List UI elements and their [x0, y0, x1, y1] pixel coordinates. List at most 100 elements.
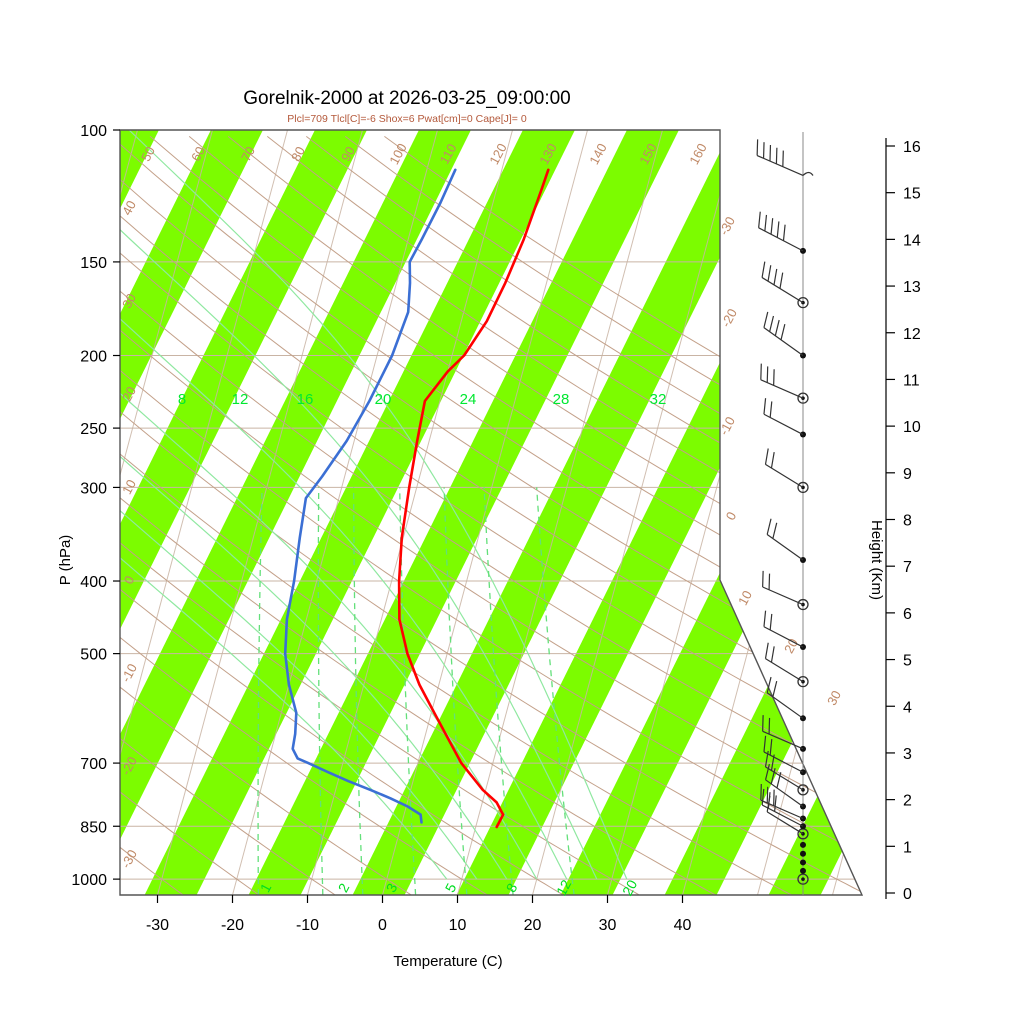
curve-temperature	[397, 168, 550, 829]
wind-barb	[800, 859, 806, 866]
dry-adiabat-label-top-60: 60	[188, 144, 208, 164]
wind-barb	[763, 610, 806, 651]
wind-barb	[756, 139, 814, 177]
temperature-tick-30: 30	[599, 917, 617, 934]
wind-barb-column	[756, 132, 814, 895]
pressure-tick-700: 700	[80, 756, 107, 773]
chart-subtitle: Plcl=709 Tlcl[C]=-6 Shox=6 Pwat[cm]=0 Ca…	[287, 113, 527, 125]
saturated-adiabat-label-28: 28	[553, 391, 570, 408]
saturated-adiabat-label-16: 16	[297, 391, 314, 408]
height-tick-1: 1	[903, 839, 912, 856]
dry-adiabat-label-left--10: -10	[118, 661, 140, 685]
pressure-tick-150: 150	[80, 255, 107, 272]
height-tick-7: 7	[903, 559, 912, 576]
wind-barb	[766, 676, 806, 722]
wind-barb	[764, 642, 809, 688]
wind-barb	[800, 867, 806, 874]
plot-frame	[119, 129, 864, 896]
height-tick-9: 9	[903, 466, 912, 483]
wind-barb	[760, 363, 809, 404]
dry-adiabat-label-top-120: 120	[486, 141, 509, 167]
dry-adiabat-label-left-20: 20	[119, 384, 139, 404]
mixing-ratio-label-5: 5	[442, 880, 460, 895]
dry-adiabat-label-left-40: 40	[119, 198, 139, 218]
height-tick-0: 0	[903, 886, 912, 903]
height-axis-label: Height (Km)	[868, 520, 885, 600]
temperature-tick-0: 0	[378, 917, 387, 934]
dry-adiabat-label-right--20: -20	[718, 306, 740, 330]
temperature-axis-label: Temperature (C)	[393, 953, 502, 970]
saturated-adiabat-lines	[120, 130, 628, 880]
wind-barb	[800, 841, 806, 848]
saturated-adiabat-label-24: 24	[460, 391, 477, 408]
wind-barb	[762, 570, 809, 611]
pressure-axis-label: P (hPa)	[57, 535, 74, 586]
wind-barb	[763, 311, 806, 359]
page-title: Gorelnik-2000 at 2026-03-25_09:00:00	[243, 88, 570, 109]
dry-adiabat-label-right-30: 30	[824, 688, 844, 708]
height-tick-3: 3	[903, 746, 912, 763]
height-tick-4: 4	[903, 699, 912, 716]
wind-barb	[763, 735, 806, 776]
height-tick-14: 14	[903, 232, 921, 249]
wind-barb	[761, 788, 806, 830]
mixing-ratio-label-2: 2	[335, 880, 353, 895]
mixing-ratio-lines	[257, 487, 575, 895]
dry-adiabat-label-top-70: 70	[238, 144, 258, 164]
sounding-curves	[283, 168, 550, 829]
temperature-tick-10: 10	[449, 917, 467, 934]
wind-barb	[761, 261, 809, 309]
saturated-adiabat-label-32: 32	[650, 391, 667, 408]
dry-adiabat-label-left--30: -30	[118, 847, 140, 871]
wind-barb	[762, 715, 806, 752]
dry-adiabat-label-top-140: 140	[586, 141, 609, 167]
wind-barb	[764, 448, 809, 494]
mixing-ratio-label-20: 20	[619, 877, 641, 898]
temperature-tick-40: 40	[674, 917, 692, 934]
pressure-tick-400: 400	[80, 574, 107, 591]
saturated-adiabat-label-12: 12	[232, 391, 249, 408]
dry-adiabat-label-top-160: 160	[686, 141, 709, 167]
temperature-tick--30: -30	[146, 917, 169, 934]
wind-barb	[763, 398, 806, 438]
wind-barb	[800, 850, 806, 857]
wind-barb	[764, 763, 806, 810]
dry-adiabat-label-top-50: 50	[138, 144, 158, 164]
wind-barb	[760, 784, 806, 822]
dry-adiabat-label-top-90: 90	[338, 144, 358, 164]
dry-adiabat-label-left-30: 30	[119, 291, 139, 311]
pressure-tick-850: 850	[80, 819, 107, 836]
height-tick-2: 2	[903, 793, 912, 810]
wind-barb	[797, 873, 809, 885]
height-tick-6: 6	[903, 606, 912, 623]
pressure-tick-300: 300	[80, 480, 107, 497]
temperature-tick--10: -10	[296, 917, 319, 934]
wind-barb	[766, 518, 806, 564]
dry-adiabat-label-left-10: 10	[119, 477, 139, 497]
pressure-tick-1000: 1000	[71, 872, 107, 889]
saturated-adiabat-label-20: 20	[375, 391, 392, 408]
height-tick-16: 16	[903, 139, 921, 156]
height-tick-8: 8	[903, 513, 912, 530]
pressure-tick-100: 100	[80, 123, 107, 140]
temperature-tick-20: 20	[524, 917, 542, 934]
wind-barb	[758, 211, 806, 254]
mixing-ratio-label-12: 12	[553, 877, 575, 898]
height-tick-11: 11	[903, 372, 920, 389]
temperature-tick--20: -20	[221, 917, 244, 934]
dry-adiabat-label-top-80: 80	[288, 144, 308, 164]
pressure-tick-250: 250	[80, 421, 107, 438]
pressure-tick-200: 200	[80, 349, 107, 366]
dry-adiabat-label-right-0: 0	[723, 509, 740, 522]
dry-adiabat-label-right-20: 20	[781, 636, 801, 656]
height-tick-15: 15	[903, 186, 921, 203]
height-tick-10: 10	[903, 419, 921, 436]
height-tick-5: 5	[903, 653, 912, 670]
height-tick-13: 13	[903, 279, 921, 296]
dry-adiabat-label-right-10: 10	[735, 588, 755, 608]
pressure-tick-500: 500	[80, 647, 107, 664]
height-tick-12: 12	[903, 326, 921, 343]
